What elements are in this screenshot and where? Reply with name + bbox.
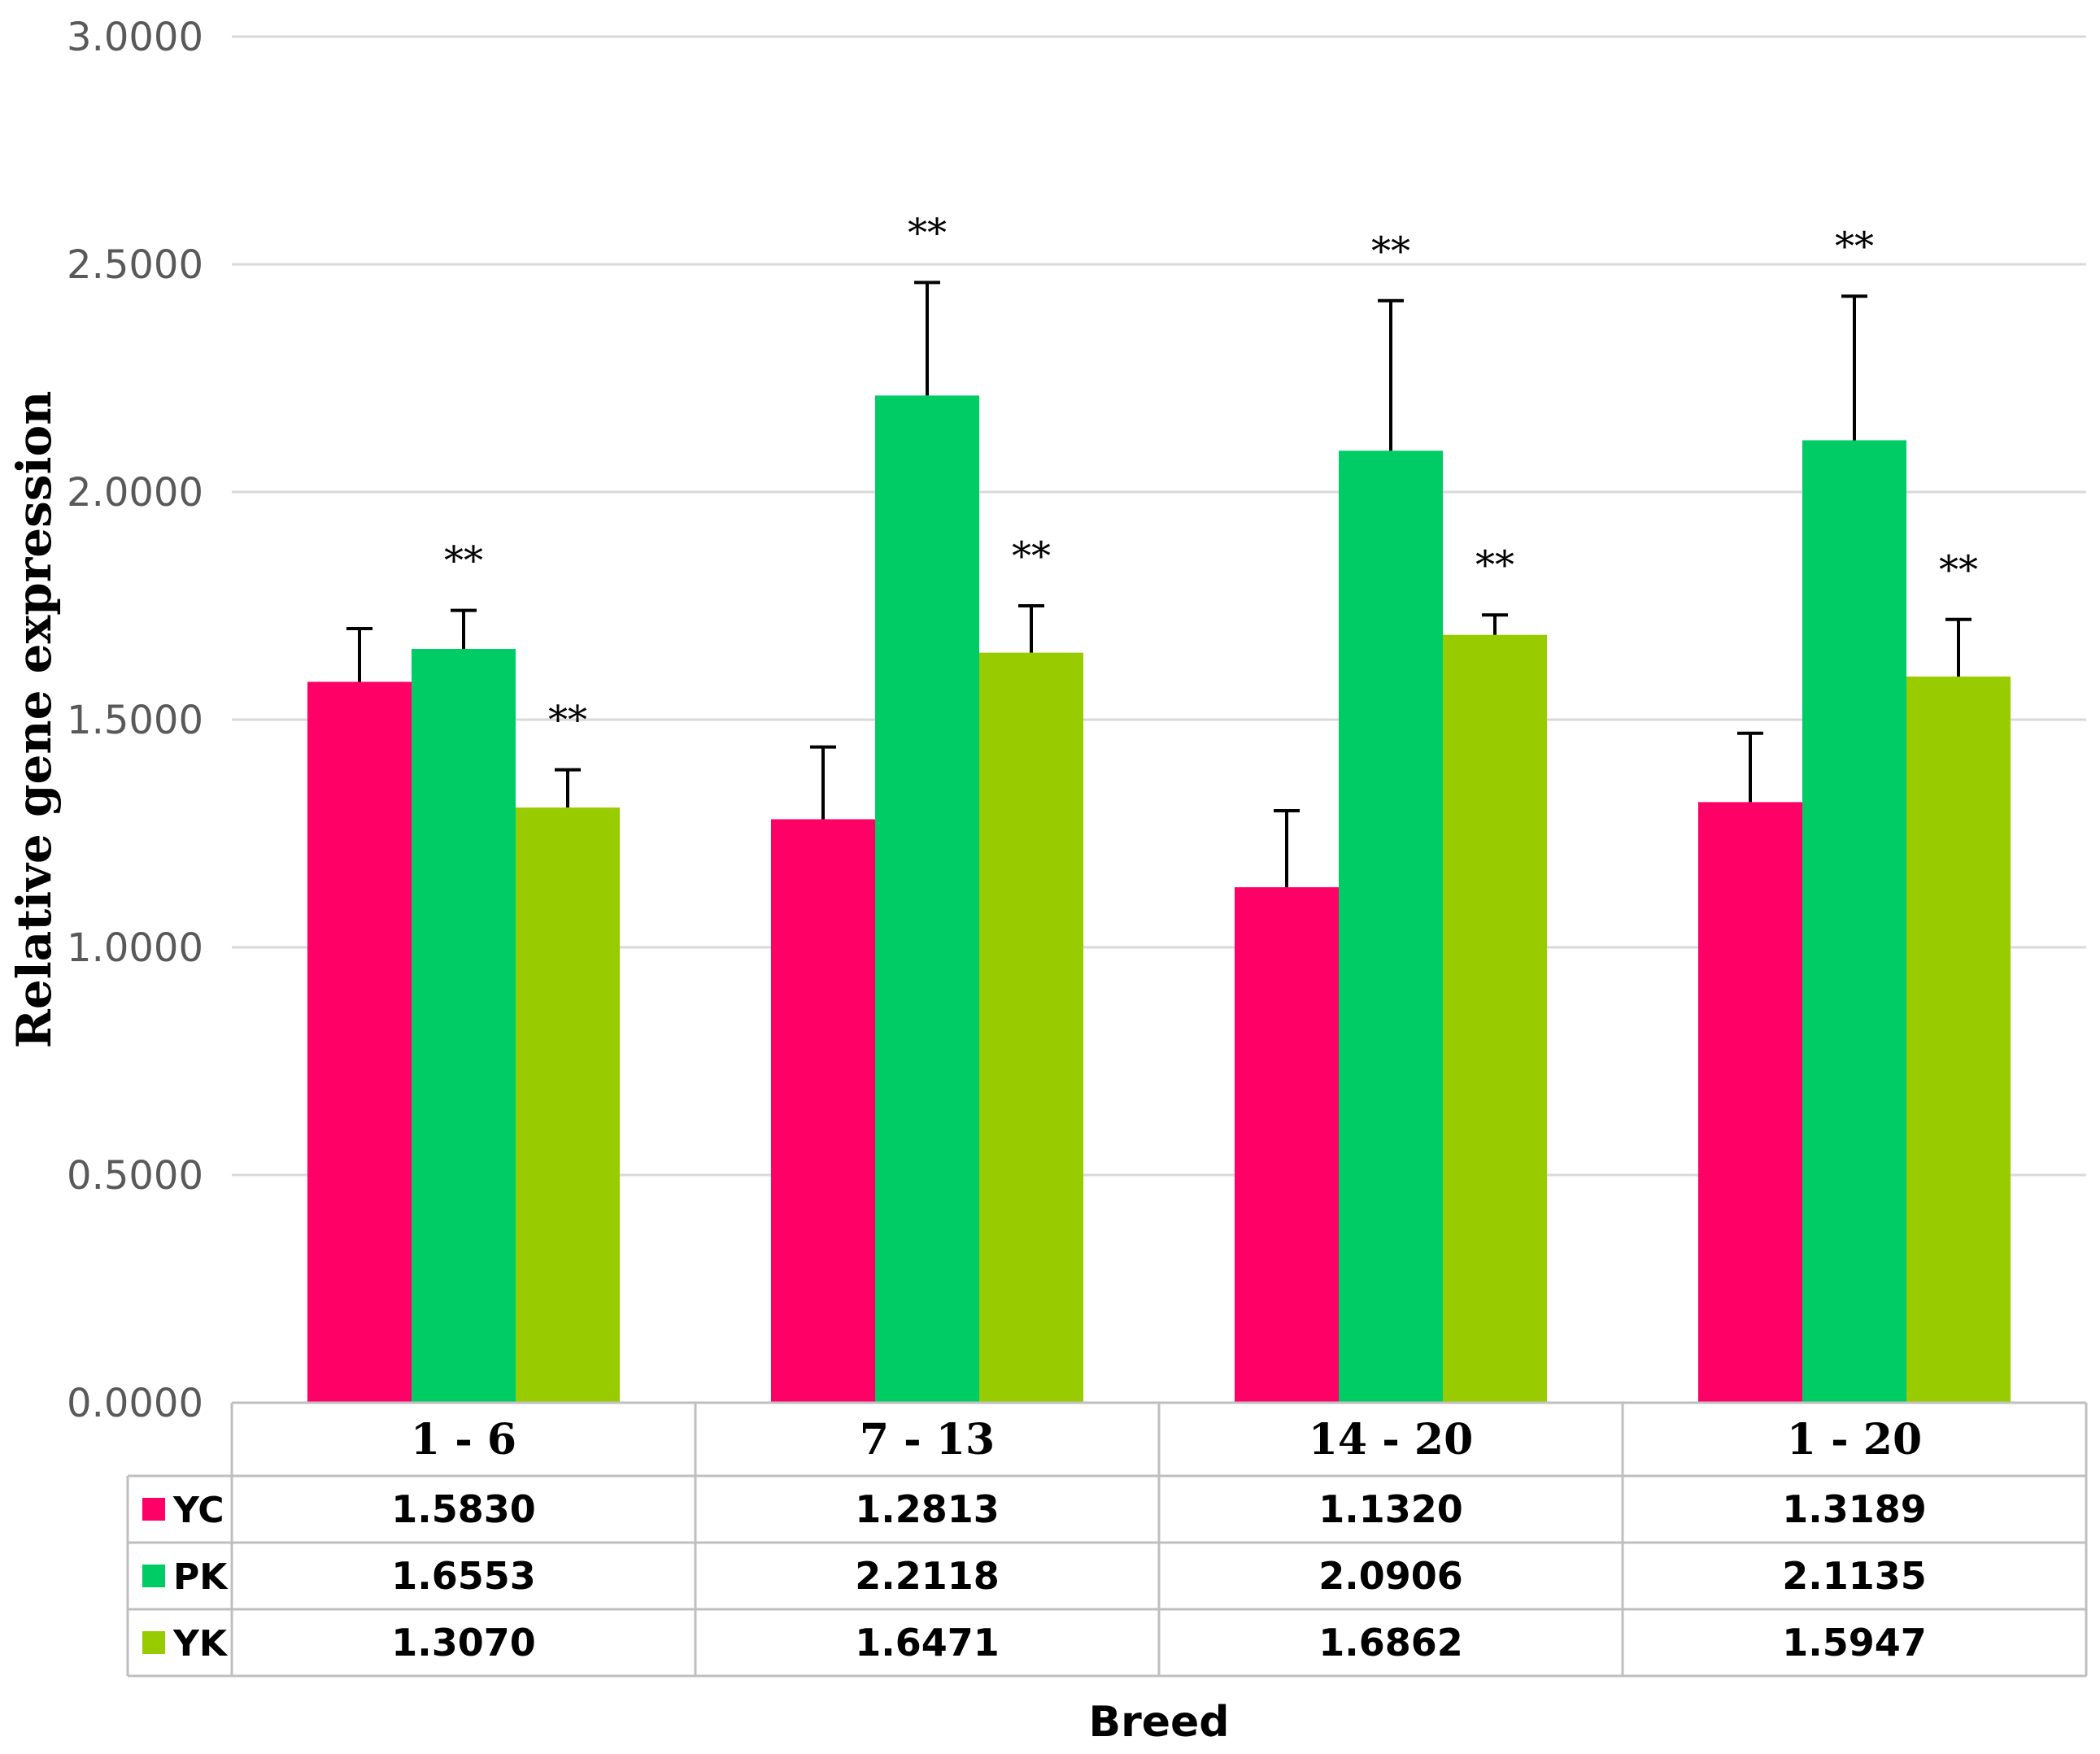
y-tick-label: 1.5000 <box>67 698 203 743</box>
y-axis-label: Relative gene expression <box>7 391 62 1049</box>
bar-yk <box>1906 676 2011 1403</box>
bar-pk <box>412 649 516 1403</box>
category-label: 14 - 20 <box>1309 1415 1474 1465</box>
data-label: 1.5830 <box>391 1487 536 1531</box>
data-label: 1.3070 <box>391 1621 536 1665</box>
y-axis-ticks: 0.0000 0.5000 1.0000 1.5000 2.0000 2.5000 3.00… <box>67 15 203 1426</box>
bar-yc <box>1235 887 1339 1403</box>
y-tick-label: 1.0000 <box>67 925 203 971</box>
data-label: 1.6862 <box>1318 1621 1463 1665</box>
significance-marker: ** <box>444 538 483 584</box>
significance-markers: ** ** ** ** ** ** ** ** <box>444 210 1978 742</box>
data-label: 2.1135 <box>1782 1554 1927 1598</box>
data-label: 1.2813 <box>855 1487 1000 1531</box>
data-label: 1.6553 <box>391 1554 536 1598</box>
y-tick-label: 0.0000 <box>67 1381 203 1426</box>
significance-marker: ** <box>1475 542 1514 588</box>
x-axis-label: Breed <box>1088 1698 1229 1747</box>
legend-swatch-yk <box>142 1631 165 1654</box>
category-label: 1 - 6 <box>411 1415 516 1465</box>
bar-pk <box>1802 440 1906 1404</box>
category-label: 7 - 13 <box>860 1415 995 1465</box>
data-label: 2.0906 <box>1318 1554 1463 1598</box>
legend-swatch-pk <box>142 1565 165 1587</box>
significance-marker: ** <box>1939 547 1978 593</box>
y-tick-label: 2.0000 <box>67 470 203 516</box>
legend-label: YK <box>172 1623 229 1665</box>
bar-yk <box>1443 634 1547 1403</box>
significance-marker: ** <box>908 210 947 255</box>
y-tick-label: 2.5000 <box>67 242 203 288</box>
bar-yc <box>1698 802 1802 1403</box>
significance-marker: ** <box>1371 228 1410 274</box>
y-tick-label: 0.5000 <box>67 1153 203 1199</box>
bars <box>307 395 2011 1404</box>
data-label: 1.1320 <box>1318 1487 1463 1531</box>
error-bars <box>346 281 1971 888</box>
bar-yk <box>979 652 1083 1403</box>
legend-label: PK <box>173 1556 229 1598</box>
significance-marker: ** <box>548 698 587 743</box>
bar-yc <box>771 819 875 1403</box>
bar-pk <box>875 395 979 1404</box>
significance-marker: ** <box>1835 224 1874 269</box>
data-label: 2.2118 <box>855 1554 1000 1598</box>
data-label: 1.3189 <box>1782 1487 1927 1531</box>
y-tick-label: 3.0000 <box>67 15 203 60</box>
category-label: 1 - 20 <box>1787 1415 1922 1465</box>
data-label: 1.5947 <box>1782 1621 1927 1665</box>
legend-swatch-yc <box>142 1498 165 1521</box>
significance-marker: ** <box>1012 533 1051 579</box>
legend-label: YC <box>172 1490 224 1531</box>
data-table: 1 - 6 7 - 13 14 - 20 1 - 20 YC 1.5830 1.2813 1.… <box>126 1401 2088 1678</box>
bar-yc <box>307 681 412 1403</box>
bar-yk <box>516 807 620 1403</box>
bar-pk <box>1339 450 1443 1404</box>
data-label: 1.6471 <box>855 1621 1000 1665</box>
